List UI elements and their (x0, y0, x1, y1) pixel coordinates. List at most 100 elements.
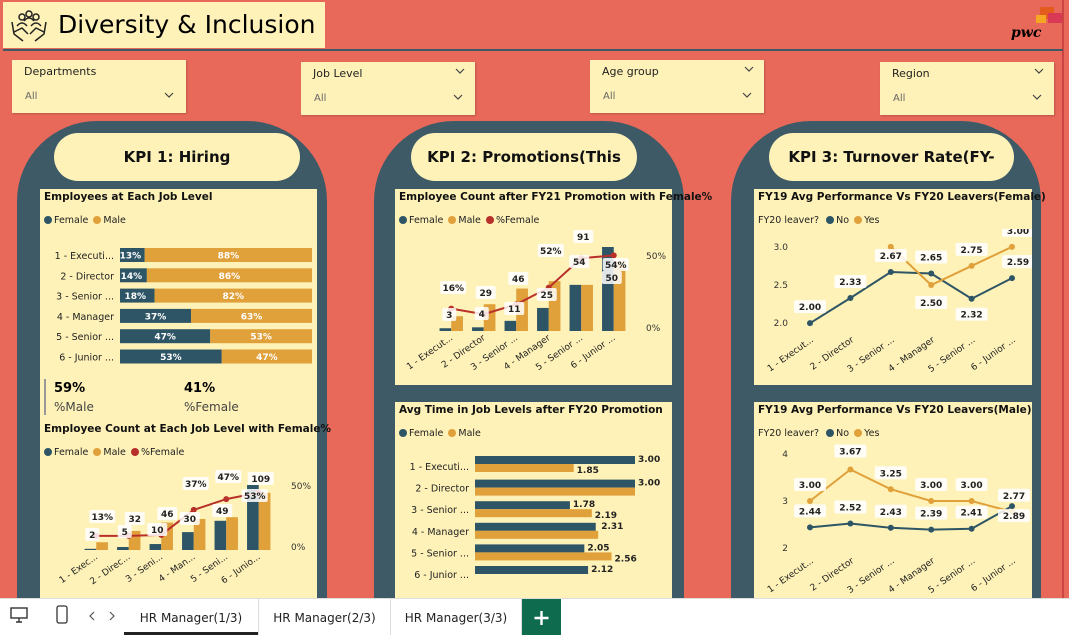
chevron-down-icon[interactable] (164, 90, 174, 100)
tab-hr-manager-2[interactable]: HR Manager(2/3) (258, 599, 390, 635)
y-tick-label: 4 (782, 450, 788, 460)
top-data-label: 13% (91, 513, 113, 523)
value-label: 2.56 (615, 554, 637, 564)
slicer-label: Region (892, 67, 930, 80)
male-bar (154, 288, 312, 303)
bar-data-label: 25 (540, 291, 553, 301)
no-data-label: 2.39 (920, 510, 942, 520)
male-label: 88% (218, 252, 240, 262)
point-data-label: 2.59 (1007, 258, 1029, 268)
y-tick-label: 2.0 (774, 319, 789, 329)
line-data-label-bg (602, 258, 629, 271)
mobile-view-icon[interactable] (55, 605, 69, 625)
top-data-label-bg (89, 510, 116, 523)
inner-data-label: 10 (151, 526, 164, 536)
female-bar (120, 248, 145, 262)
line-data-label: 54% (605, 261, 627, 271)
combo-chart: 1 - Exec...2 - Direc...3 - Seni...4 - Ma… (58, 470, 311, 587)
chevron-left-icon[interactable] (88, 611, 96, 621)
yes-legend-dot (854, 429, 863, 437)
male-bar (191, 308, 312, 323)
value-label: 1.85 (577, 466, 599, 476)
age-group-slicer[interactable]: Age group All (590, 60, 764, 113)
avg-time-card[interactable]: Avg Time in Job Levels after FY20 Promot… (395, 402, 672, 598)
female-bar (182, 532, 194, 550)
female-bar (472, 327, 484, 331)
chevron-down-icon[interactable] (1034, 66, 1044, 76)
pwc-logo (1036, 7, 1062, 23)
female-pct-label: %Female (184, 400, 239, 414)
no-data-label: 2.52 (839, 504, 861, 514)
pct-female-point (223, 496, 230, 503)
after-promotion-card[interactable]: Employee Count after FY21 Promotion with… (395, 189, 712, 385)
chevron-down-icon[interactable] (455, 66, 465, 76)
value-label: 3.00 (638, 455, 660, 465)
female-bar (537, 307, 549, 331)
female-bar (120, 268, 147, 283)
male-bar (146, 268, 312, 283)
legend-female: Female (409, 215, 444, 226)
category-label: 6 - Junior ... (969, 335, 1017, 373)
employees-each-level-card[interactable]: Employees at Each Job Level Female Male … (40, 189, 317, 421)
category-label: 6 - Junior ... (969, 556, 1017, 594)
employee-count-each-level-card[interactable]: Employee Count at Each Job Level with Fe… (40, 421, 331, 598)
legend-female: Female (54, 447, 89, 458)
chevron-down-icon[interactable] (744, 64, 754, 74)
top-data-label: 47% (217, 473, 239, 483)
region-slicer[interactable]: Region All (880, 62, 1054, 115)
category-label: 2 - Director (415, 484, 469, 495)
no-point (1009, 503, 1015, 510)
female-label: 47% (154, 333, 176, 343)
no-point (928, 526, 935, 533)
desktop-view-icon[interactable] (9, 606, 29, 624)
legend-yes: Yes (864, 428, 880, 439)
job-level-slicer[interactable]: Job Level All (301, 62, 475, 115)
female-bar (84, 548, 97, 550)
legend-yes: Yes (864, 215, 880, 226)
point-data-label-bg (874, 249, 907, 263)
yes-data-label-bg (915, 478, 948, 491)
no-point (847, 294, 854, 301)
female-label: 14% (121, 272, 143, 282)
no-data-label-bg (998, 509, 1030, 523)
yes-point (968, 498, 975, 504)
pct-legend-dot (485, 216, 494, 224)
line-data-label-bg (440, 281, 467, 294)
male-leavers-card[interactable]: FY19 Avg Performance Vs FY20 Leavers(Mal… (754, 402, 1032, 598)
inner-data-label: 2 (89, 531, 95, 541)
male-bar (258, 492, 271, 550)
yes-point (847, 466, 854, 473)
bar-data-label: 11 (508, 305, 521, 315)
male-bar (613, 261, 626, 331)
no-data-label-bg (874, 504, 907, 518)
yes-data-label-bg (794, 478, 826, 491)
yes-data-label: 3.00 (799, 481, 821, 491)
add-page-button[interactable] (522, 599, 561, 635)
point-data-label: 2.33 (839, 278, 861, 288)
chevron-right-icon[interactable] (108, 611, 116, 621)
yes-point (887, 243, 894, 250)
departments-slicer[interactable]: Departments All (12, 60, 186, 113)
bar-data-label-bg (536, 288, 557, 301)
stacked-bar-chart: 1 - Executi... 13% 88% 2 - Director 14% 86% 3 … (55, 248, 312, 364)
line-data-label: 91 (577, 233, 590, 243)
bar-data-label-bg (504, 302, 525, 315)
female-legend-dot (44, 448, 52, 456)
category-label: 5 - Senior ... (56, 332, 114, 343)
female-leavers-card[interactable]: FY19 Avg Performance Vs FY20 Leavers(Fem… (754, 189, 1046, 385)
tab-hr-manager-1[interactable]: HR Manager(1/3) (124, 599, 258, 635)
female-legend-dot (399, 216, 407, 224)
bar-data-label-bg (442, 308, 457, 321)
tab-hr-manager-3[interactable]: HR Manager(3/3) (390, 599, 522, 635)
legend-no: No (836, 215, 850, 226)
slicer-value: All (25, 91, 38, 102)
inner-data-label: 49 (216, 507, 229, 517)
point-data-label: 2.65 (920, 254, 942, 264)
chevron-down-icon[interactable] (453, 92, 463, 102)
chevron-down-icon[interactable] (1032, 92, 1042, 102)
slicer-value: All (893, 93, 906, 104)
category-label: 6 - Junior ... (59, 353, 114, 364)
chevron-down-icon[interactable] (742, 90, 752, 100)
top-data-label-bg (157, 507, 178, 520)
